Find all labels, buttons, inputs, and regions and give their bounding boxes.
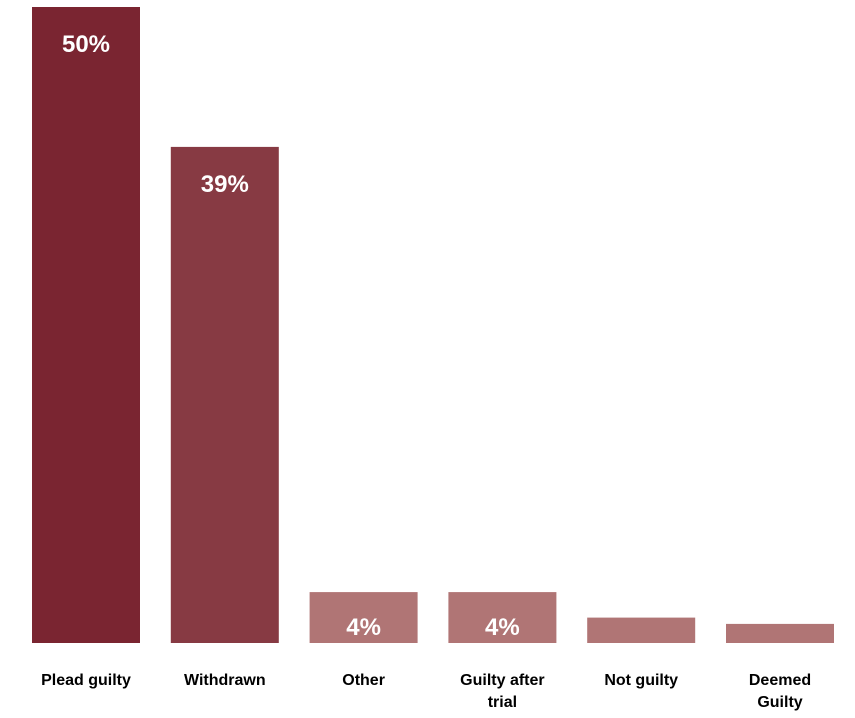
category-label-guilty-after-trial: Guilty after trial	[460, 672, 544, 711]
category-label-withdrawn: Withdrawn	[184, 672, 266, 689]
value-label-plead-guilty: 50%	[62, 31, 110, 58]
category-label-line: Deemed	[749, 672, 811, 689]
bar-other	[309, 592, 418, 643]
category-label-line: Other	[342, 672, 385, 689]
value-labels-group: 50% 39% 4% 4%	[62, 31, 520, 641]
bar-deemed-guilty	[726, 623, 834, 643]
bar-plead-guilty	[32, 7, 140, 643]
category-label-not-guilty: Not guilty	[604, 672, 678, 689]
category-label-line: Guilty	[757, 694, 802, 711]
category-label-line: Plead guilty	[41, 672, 131, 689]
bars-group	[32, 7, 834, 643]
category-label-line: Not guilty	[604, 672, 678, 689]
value-label-withdrawn: 39%	[201, 171, 249, 198]
category-label-plead-guilty: Plead guilty	[41, 672, 131, 689]
value-label-other: 4%	[346, 614, 381, 641]
category-label-line: Withdrawn	[184, 672, 266, 689]
category-label-line: Guilty after	[460, 672, 544, 689]
category-label-deemed-guilty: Deemed Guilty	[749, 672, 811, 711]
bar-not-guilty	[587, 617, 696, 643]
category-labels-group: Plead guilty Withdrawn Other Guilty after tr…	[41, 672, 811, 711]
category-label-line: trial	[488, 694, 517, 711]
value-label-guilty-after-trial: 4%	[485, 614, 520, 641]
bar-guilty-after-trial	[448, 592, 557, 643]
bar-withdrawn	[170, 146, 279, 643]
category-label-other: Other	[342, 672, 385, 689]
